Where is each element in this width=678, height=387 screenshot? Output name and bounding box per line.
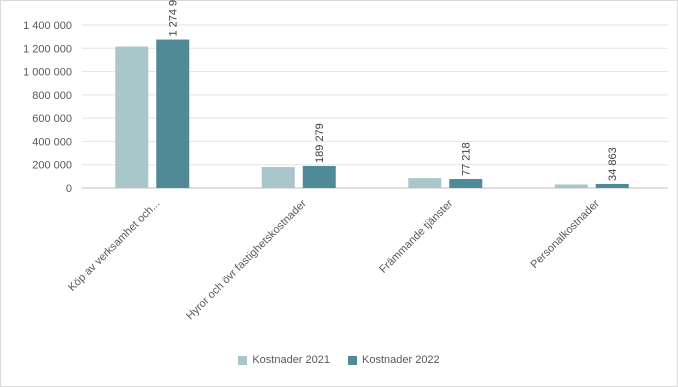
data-label: 77 218 (461, 142, 473, 176)
bar-2022 (595, 183, 629, 188)
bar-2022 (156, 39, 190, 189)
y-tick-label: 600 000 (32, 113, 72, 125)
category-label: Köp av verksamhet och... (66, 198, 162, 294)
bar-2021 (554, 184, 588, 188)
legend-item-2022: Kostnader 2022 (348, 354, 440, 366)
bar-2021 (408, 178, 442, 188)
bar-2022 (449, 179, 483, 188)
bar-2022 (302, 165, 336, 188)
category-label: Personalkostnader (529, 197, 603, 271)
y-tick-label: 0 (66, 183, 72, 195)
legend-item-2021: Kostnader 2021 (238, 354, 330, 366)
legend: Kostnader 2021 Kostnader 2022 (0, 354, 678, 366)
data-label: 1 274 931 (168, 0, 180, 37)
bar-2021 (261, 167, 295, 188)
legend-swatch-2022 (348, 355, 357, 365)
y-tick-label: 800 000 (32, 90, 72, 102)
bars (115, 39, 629, 189)
category-labels: Köp av verksamhet och... Hyror och övr fa… (66, 197, 602, 322)
y-tick-label: 1 200 000 (23, 43, 72, 55)
y-tick-label: 1 000 000 (23, 67, 72, 79)
data-label: 189 279 (314, 123, 326, 163)
y-tick-label: 400 000 (32, 136, 72, 148)
data-labels: 1 274 931 189 279 77 218 34 863 (168, 0, 620, 181)
category-label: Främmande tjänster (377, 197, 455, 275)
bar-2021 (115, 46, 149, 188)
data-label: 34 863 (607, 147, 619, 181)
category-label: Hyror och övr fastighetskostnader (184, 197, 309, 322)
legend-label-2022: Kostnader 2022 (362, 354, 440, 366)
y-tick-label: 200 000 (32, 160, 72, 172)
y-tick-label: 1 400 000 (23, 20, 72, 32)
legend-label-2021: Kostnader 2021 (252, 354, 330, 366)
y-axis-ticks: 0 200 000 400 000 600 000 800 000 1 000 000 1 … (23, 20, 72, 195)
legend-swatch-2021 (238, 355, 248, 365)
